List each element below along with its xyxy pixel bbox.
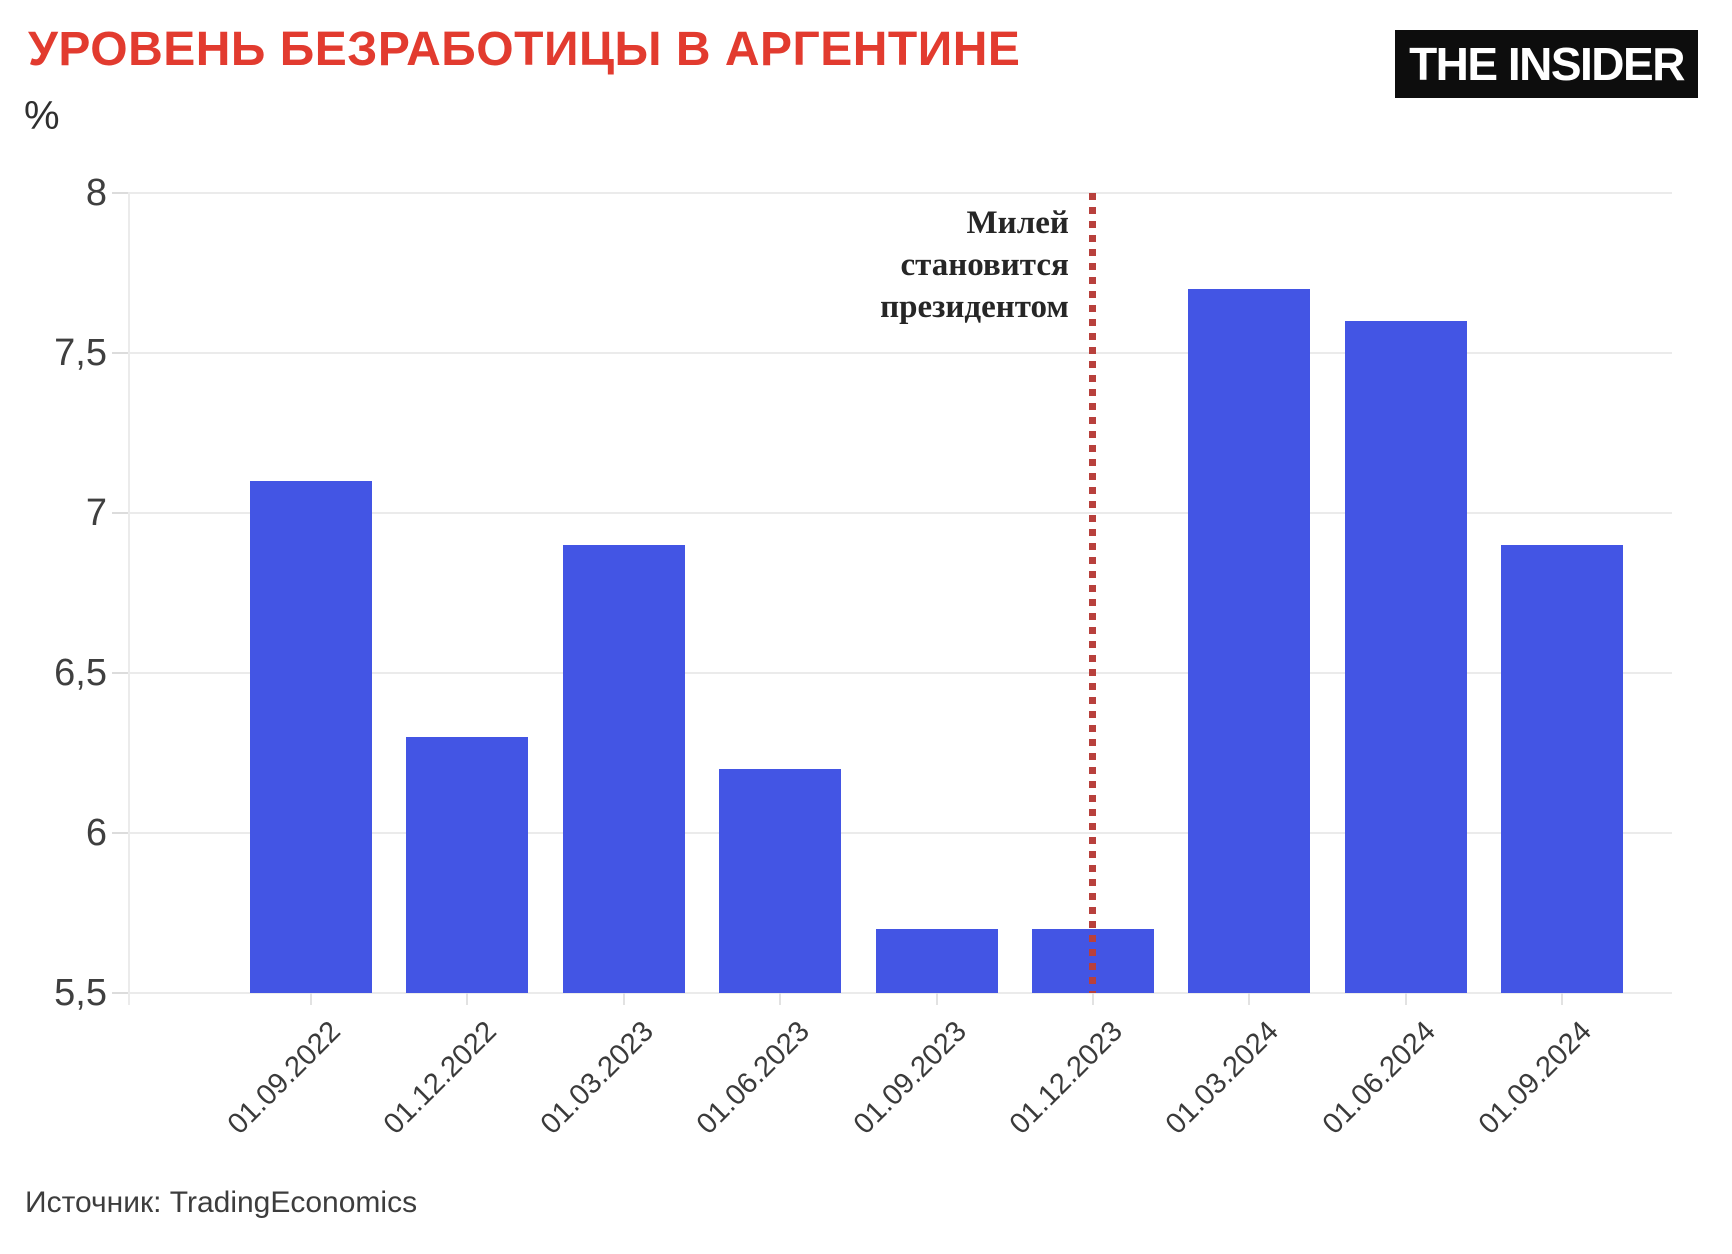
x-axis-tick-label: 01.03.2024 — [1159, 1015, 1286, 1141]
source-text: Источник: TradingEconomics — [25, 1186, 418, 1219]
x-axis-tick — [466, 993, 469, 1005]
gridline-y-7,5 — [128, 352, 1672, 354]
x-axis-tick — [1091, 993, 1094, 1005]
bar-01.03.2024 — [1188, 289, 1311, 993]
gridline-y-5,5 — [128, 992, 1672, 994]
y-axis-tick-label: 6,5 — [54, 652, 107, 694]
y-axis-tick-label: 6 — [85, 812, 107, 854]
event-line-milei-president — [1089, 193, 1097, 993]
x-axis-tick-label: 01.09.2023 — [847, 1015, 973, 1141]
bar-01.09.2023 — [875, 929, 998, 993]
y-axis-tick-label: 7 — [85, 492, 107, 534]
the-insider-logo-text: THE INSIDER — [1409, 38, 1685, 90]
gridline-y-6 — [128, 832, 1672, 834]
event-annotation: Милей становится президентом — [880, 202, 1069, 328]
y-axis-line — [128, 193, 130, 1005]
event-annotation-line: Милей — [966, 205, 1069, 241]
x-axis-tick — [779, 993, 782, 1005]
y-axis-tick — [112, 352, 128, 354]
y-axis-tick — [112, 672, 128, 674]
x-axis-tick-label: 01.12.2022 — [378, 1015, 504, 1141]
bar-01.09.2024 — [1501, 545, 1623, 993]
x-axis-tick-label: 01.06.2023 — [690, 1015, 817, 1141]
y-axis-tick — [112, 512, 128, 514]
x-axis-tick — [622, 993, 625, 1005]
gridline-y-6,5 — [128, 672, 1672, 674]
event-annotation-line: президентом — [880, 289, 1069, 325]
the-insider-logo: THE INSIDER — [1395, 30, 1698, 98]
y-axis-tick-label: 8 — [85, 172, 107, 214]
x-axis-tick-label: 01.03.2023 — [534, 1015, 660, 1141]
gridline-y-8 — [128, 192, 1672, 194]
bar-01.06.2023 — [719, 769, 842, 993]
event-annotation-line: становится — [900, 247, 1069, 283]
bar-01.09.2022 — [250, 481, 372, 993]
y-axis-tick — [112, 832, 128, 834]
x-axis-tick — [1404, 993, 1407, 1005]
bar-01.03.2023 — [562, 545, 685, 993]
x-axis-tick-label: 01.12.2023 — [1003, 1015, 1129, 1141]
bar-01.12.2022 — [406, 737, 529, 993]
y-axis-tick-label: 5,5 — [54, 972, 107, 1014]
x-axis-tick — [310, 993, 312, 1005]
y-axis-tick — [112, 192, 128, 194]
x-axis-tick — [1561, 993, 1563, 1005]
y-axis-tick-label: 7,5 — [54, 332, 107, 374]
y-axis-tick — [112, 992, 128, 994]
bar-01.06.2024 — [1344, 321, 1467, 993]
y-axis-unit-label: % — [24, 94, 60, 138]
page-title: УРОВЕНЬ БЕЗРАБОТИЦЫ В АРГЕНТИНЕ — [28, 23, 1021, 76]
x-axis-tick — [935, 993, 938, 1005]
x-axis-tick-label: 01.09.2022 — [221, 1015, 347, 1141]
x-axis-tick — [1248, 993, 1251, 1005]
gridline-y-7 — [128, 512, 1672, 514]
x-axis-tick-label: 01.06.2024 — [1316, 1015, 1442, 1141]
x-axis-tick-label: 01.09.2024 — [1472, 1015, 1598, 1141]
